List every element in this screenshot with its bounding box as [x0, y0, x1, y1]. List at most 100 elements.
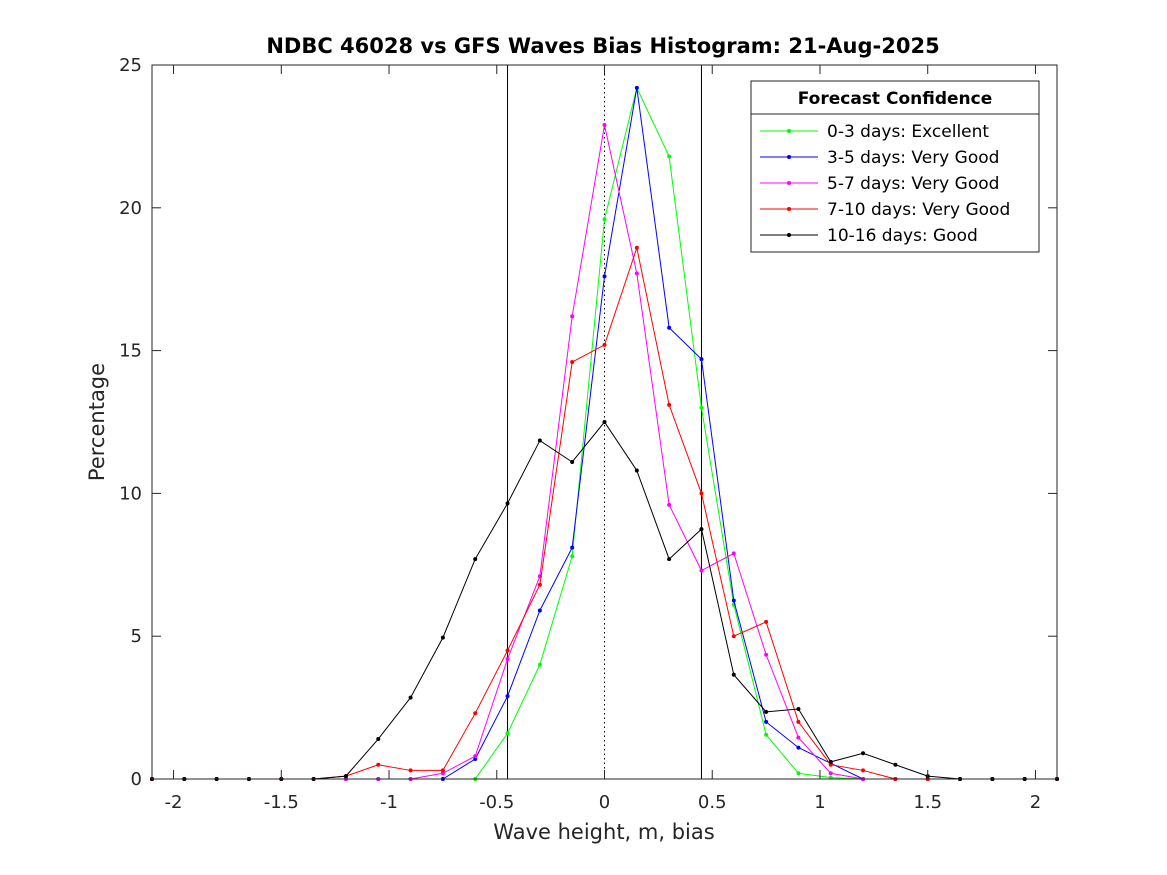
series-5-point [699, 527, 704, 532]
series-5-point [764, 709, 769, 714]
series-5-point [440, 635, 445, 640]
series-2-point [634, 85, 639, 90]
series-2-point [667, 325, 672, 330]
legend-swatch-marker [787, 181, 791, 185]
legend-title: Forecast Confidence [798, 89, 993, 109]
chart-title: NDBC 46028 vs GFS Waves Bias Histogram: … [266, 34, 939, 58]
legend-entry-4: 7-10 days: Very Good [760, 200, 1010, 220]
y-tick-label: 20 [119, 198, 142, 219]
series-3-point [570, 314, 575, 319]
series-4-point [376, 762, 381, 767]
series-1-point [699, 405, 704, 410]
series-5-point [634, 468, 639, 473]
series-3-point [440, 771, 445, 776]
y-tick-label: 0 [131, 769, 142, 790]
series-1-point [796, 771, 801, 776]
legend-label: 10-16 days: Good [827, 226, 978, 246]
series-4-point [796, 719, 801, 724]
series-3-point [764, 652, 769, 657]
series-2-point [731, 598, 736, 603]
series-5-point [893, 762, 898, 767]
legend-label: 7-10 days: Very Good [827, 200, 1010, 220]
series-2-point [602, 274, 607, 279]
legend-entry-5: 10-16 days: Good [760, 226, 978, 246]
series-3-point [828, 771, 833, 776]
series-3-point [473, 754, 478, 759]
x-tick-label: 2 [1030, 792, 1041, 813]
legend-entries: 0-3 days: Excellent 3-5 days: Very Good 5-… [760, 122, 1010, 246]
y-axis-label: Percentage [85, 363, 109, 481]
series-5-point [570, 459, 575, 464]
series-5-point [408, 695, 413, 700]
series-5-point [602, 420, 607, 424]
series-3-point [602, 122, 607, 127]
series-5-point [537, 438, 542, 443]
series-5-point [731, 672, 736, 677]
series-1-point [764, 732, 769, 737]
series-4-point [440, 768, 445, 773]
series-3-point [634, 271, 639, 276]
series-5-point [796, 707, 801, 712]
series-5-point [376, 737, 381, 742]
x-tick-label: -1.5 [264, 792, 299, 813]
series-4-point [408, 768, 413, 773]
series-3-point [667, 502, 672, 507]
y-tick-label: 5 [131, 626, 142, 647]
series-4-point [828, 762, 833, 767]
legend-entry-3: 5-7 days: Very Good [760, 174, 999, 194]
series-3-point [796, 735, 801, 740]
legend-label: 5-7 days: Very Good [827, 174, 999, 194]
y-tick-label: 10 [119, 483, 142, 504]
series-4-point [731, 634, 736, 639]
y-tick-label: 15 [119, 341, 142, 362]
series-4-point [764, 619, 769, 624]
series-3-point [731, 551, 736, 556]
series-5-point [828, 759, 833, 764]
series-4-point [473, 711, 478, 716]
x-tick-label: -0.5 [479, 792, 514, 813]
series-4-point [537, 582, 542, 587]
series-5-point [343, 774, 348, 779]
legend-box [750, 80, 1040, 253]
legend-swatch-marker [787, 155, 791, 159]
x-tick-label: 1.5 [913, 792, 942, 813]
series-4-point [861, 768, 866, 773]
series-2-point [764, 719, 769, 724]
x-tick-label: 0 [599, 792, 610, 813]
series-1-point [602, 217, 607, 222]
series-1-point [570, 554, 575, 559]
x-tick-label: 0.5 [698, 792, 727, 813]
series-4-point [667, 402, 672, 407]
series-4-point [602, 342, 607, 347]
x-tick-label: 1 [814, 792, 825, 813]
series-1-point [667, 154, 672, 159]
series-3-point [505, 657, 510, 662]
series-1-point [537, 662, 542, 667]
series-2-point [537, 608, 542, 613]
series-5-point [667, 557, 672, 562]
y-tick-label: 25 [119, 55, 142, 76]
series-4-point [505, 648, 510, 653]
series-1-point [505, 731, 510, 736]
series-2-point [796, 745, 801, 750]
series-5-point [473, 557, 478, 562]
x-axis-label: Wave height, m, bias [493, 820, 714, 844]
series-4-point [699, 491, 704, 496]
legend-label: 3-5 days: Very Good [827, 148, 999, 168]
series-2-point [505, 694, 510, 699]
series-5-point [861, 751, 866, 756]
legend-entry-2: 3-5 days: Very Good [760, 148, 999, 168]
series-5-point [505, 501, 510, 506]
series-2-point [570, 545, 575, 550]
legend: Forecast Confidence 0-3 days: Excellent 3… [750, 80, 1040, 253]
series-2-point [699, 357, 704, 362]
x-tick-label: -2 [165, 792, 183, 813]
x-tick-label: -1 [380, 792, 398, 813]
series-2-point [473, 757, 478, 762]
legend-swatch-marker [787, 233, 791, 237]
series-4-point [570, 360, 575, 365]
legend-entry-1: 0-3 days: Excellent [760, 122, 989, 142]
